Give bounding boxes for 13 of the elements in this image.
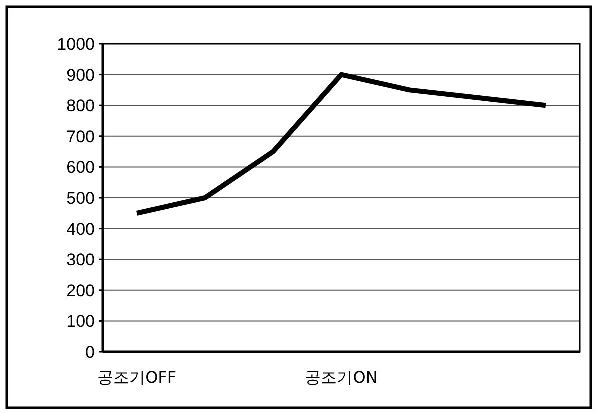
x-tick-label: 공조기OFF: [98, 368, 177, 387]
y-tick-label: 700: [66, 127, 95, 146]
y-tick-label: 800: [66, 96, 95, 116]
y-tick-label: 100: [66, 312, 95, 332]
y-tick-label: 1000: [57, 35, 95, 54]
y-tick-label: 600: [66, 158, 95, 178]
y-tick-label: 500: [66, 189, 95, 208]
y-tick-label: 400: [66, 220, 95, 239]
x-tick-label: 공조기ON: [305, 368, 378, 387]
y-tick-label: 0: [86, 343, 95, 362]
y-tick-label: 200: [66, 281, 95, 300]
y-tick-label: 900: [66, 66, 95, 85]
y-tick-label: 300: [66, 250, 95, 270]
